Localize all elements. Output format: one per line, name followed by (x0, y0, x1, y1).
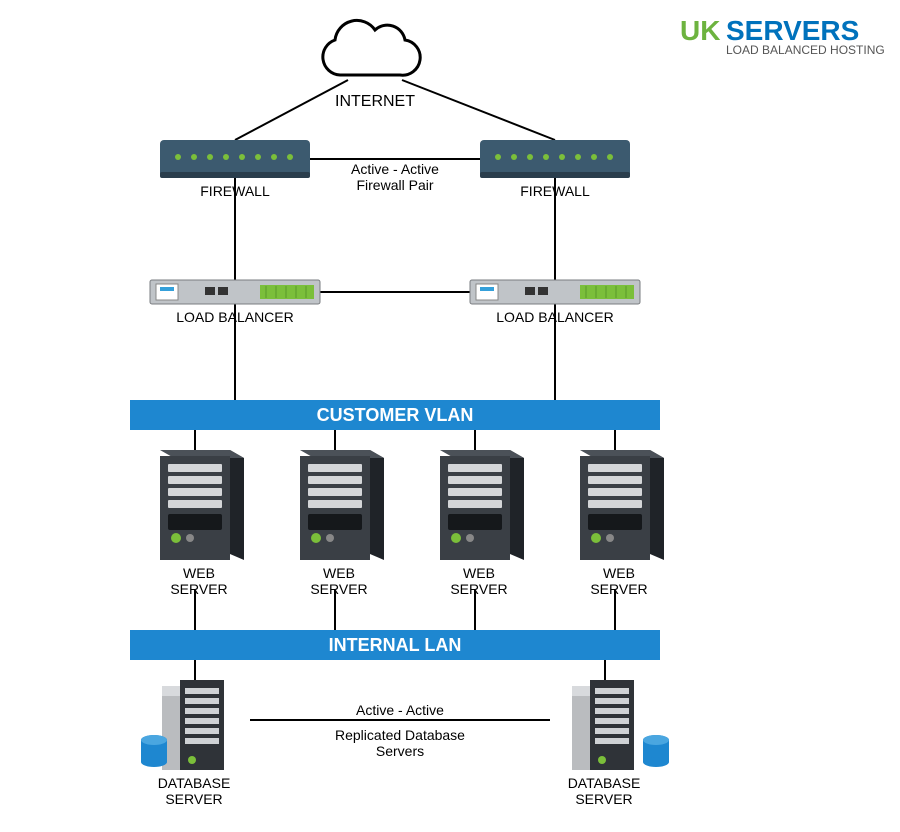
database-server-right-label: SERVER (575, 791, 632, 807)
firewall-note2: Firewall Pair (356, 177, 433, 193)
web-server-4-label: SERVER (590, 581, 647, 597)
web-server-2-label: WEB (323, 565, 355, 581)
web-server-2 (300, 450, 384, 560)
db-note3: Servers (376, 743, 424, 759)
web-server-1-label: SERVER (170, 581, 227, 597)
database-server-right-label: DATABASE (568, 775, 641, 791)
firewall-note1: Active - Active (351, 161, 439, 177)
db-note2: Replicated Database (335, 727, 465, 743)
database-server-left-label: SERVER (165, 791, 222, 807)
logo-servers: SERVERS (726, 15, 859, 46)
db-note1: Active - Active (356, 702, 444, 718)
customer-vlan-label: CUSTOMER VLAN (317, 405, 474, 425)
web-server-3-label: SERVER (450, 581, 507, 597)
loadbalancer-left (150, 280, 320, 304)
web-server-3 (440, 450, 524, 560)
web-server-2-label: SERVER (310, 581, 367, 597)
web-server-3-label: WEB (463, 565, 495, 581)
loadbalancer-left-label: LOAD BALANCER (176, 309, 293, 325)
firewall-left-label: FIREWALL (200, 183, 270, 199)
web-server-4-label: WEB (603, 565, 635, 581)
firewall-left (160, 140, 310, 178)
internal-lan-label: INTERNAL LAN (329, 635, 462, 655)
logo-uk: UK (680, 15, 720, 46)
database-server-left-label: DATABASE (158, 775, 231, 791)
internet-label: INTERNET (335, 93, 415, 110)
logo-tagline: LOAD BALANCED HOSTING (726, 43, 885, 57)
web-server-1 (160, 450, 244, 560)
loadbalancer-right (470, 280, 640, 304)
firewall-right (480, 140, 630, 178)
firewall-right-label: FIREWALL (520, 183, 590, 199)
web-server-1-label: WEB (183, 565, 215, 581)
loadbalancer-right-label: LOAD BALANCER (496, 309, 613, 325)
web-server-4 (580, 450, 664, 560)
